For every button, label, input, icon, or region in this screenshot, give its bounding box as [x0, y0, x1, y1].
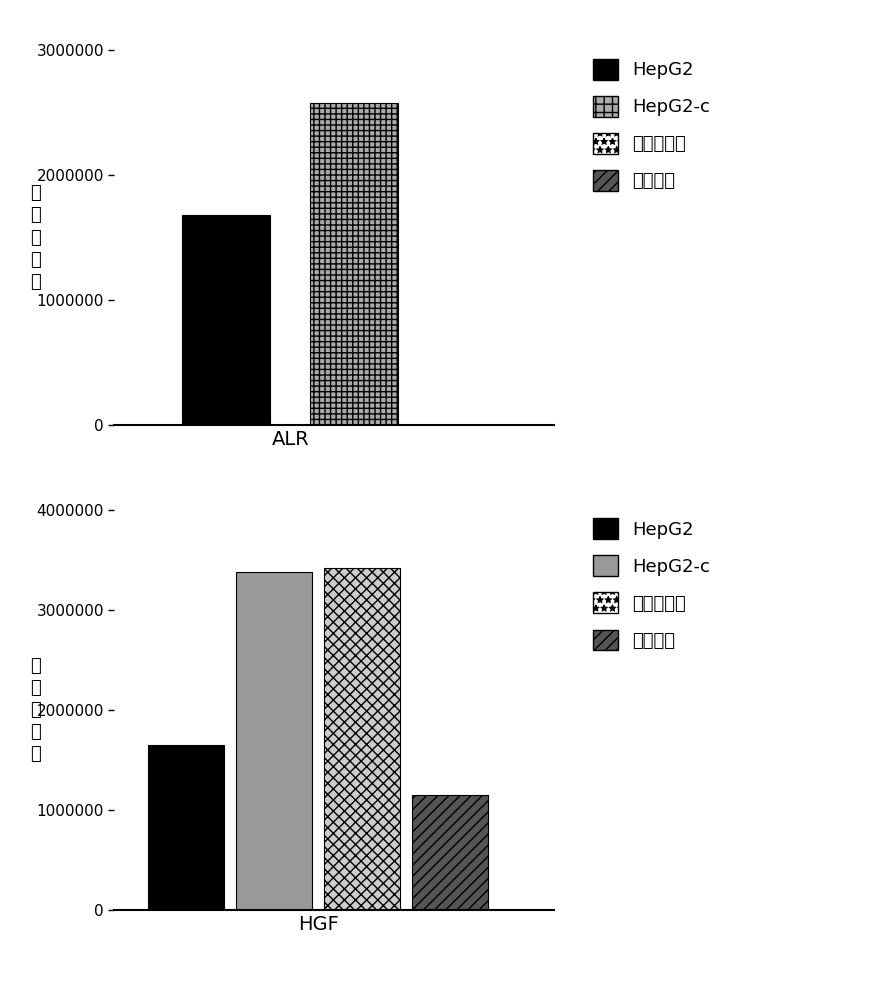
- Bar: [182, 215, 270, 425]
- Bar: [311, 103, 399, 425]
- Bar: [237, 572, 312, 910]
- Text: 蛋
白
表
达
量: 蛋 白 表 达 量: [30, 657, 40, 763]
- Text: 蛋
白
表
达
量: 蛋 白 表 达 量: [30, 184, 40, 291]
- Bar: [413, 795, 488, 910]
- Bar: [325, 568, 400, 910]
- Bar: [149, 745, 224, 910]
- Legend: HepG2, HepG2-c, 正常肘组织, 肝癌组织: HepG2, HepG2-c, 正常肘组织, 肝癌组织: [585, 511, 717, 658]
- Legend: HepG2, HepG2-c, 正常肘组织, 肝癌组织: HepG2, HepG2-c, 正常肘组织, 肝癌组织: [585, 52, 717, 198]
